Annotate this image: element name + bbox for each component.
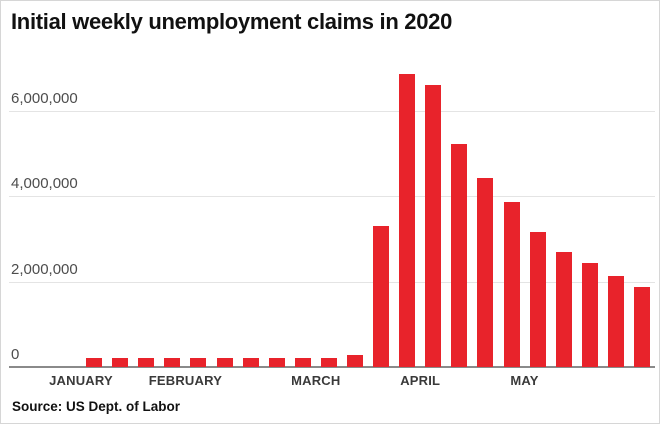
bar	[555, 252, 572, 367]
x-axis-month-label: FEBRUARY	[148, 373, 223, 388]
x-axis-line	[9, 366, 655, 368]
x-axis-month-label: MAY	[510, 373, 539, 388]
bar-slot	[551, 61, 577, 367]
bar	[373, 225, 390, 367]
y-axis-tick-label: 0	[11, 346, 20, 363]
bar-slot	[159, 61, 185, 367]
bar	[425, 84, 442, 367]
bar-slot	[342, 61, 368, 367]
bar	[634, 286, 651, 367]
bar	[190, 358, 207, 367]
bar-slot	[290, 61, 316, 367]
bar-slot	[133, 61, 159, 367]
bar-slot	[81, 61, 107, 367]
bar-slot	[499, 61, 525, 367]
y-axis-tick-label: 2,000,000	[11, 260, 78, 278]
bar	[503, 202, 520, 367]
bar	[581, 262, 598, 367]
x-axis-month-label: APRIL	[400, 373, 441, 388]
x-axis-month-label: JANUARY	[49, 373, 113, 388]
bar-slot	[238, 61, 264, 367]
bar	[164, 358, 181, 367]
bar	[399, 74, 416, 367]
bar-slot	[368, 61, 394, 367]
bar	[607, 276, 624, 367]
bar	[529, 231, 546, 367]
bar	[346, 355, 363, 367]
gridline	[9, 281, 655, 283]
y-axis-tick-label: 4,000,000	[11, 175, 78, 193]
y-axis-tick-label: 6,000,000	[11, 90, 78, 107]
bar-slot	[629, 61, 655, 367]
gridline	[9, 111, 655, 112]
bar-slot	[603, 61, 629, 367]
bar-slot	[264, 61, 290, 367]
bar-slot	[525, 61, 551, 367]
bar	[320, 358, 337, 367]
gridline	[9, 196, 655, 198]
bar	[216, 358, 233, 367]
bar	[268, 357, 285, 367]
bar-slot	[394, 61, 420, 367]
x-axis-month-label: MARCH	[291, 373, 341, 388]
bars-container	[81, 61, 655, 367]
chart-title: Initial weekly unemployment claims in 20…	[11, 9, 453, 34]
bar-slot	[472, 61, 498, 367]
bar	[477, 177, 494, 367]
bar	[451, 143, 468, 367]
bar-slot	[446, 61, 472, 367]
bar-slot	[107, 61, 133, 367]
source-note: Source: US Dept. of Labor	[12, 399, 181, 414]
bar	[242, 357, 259, 367]
bar	[112, 358, 129, 367]
bar-slot	[185, 61, 211, 367]
bar	[294, 357, 311, 367]
bar	[86, 357, 103, 367]
bar-slot	[316, 61, 342, 367]
bar-slot	[420, 61, 446, 367]
bar-slot	[211, 61, 237, 367]
bar-slot	[577, 61, 603, 367]
bar	[138, 357, 155, 367]
